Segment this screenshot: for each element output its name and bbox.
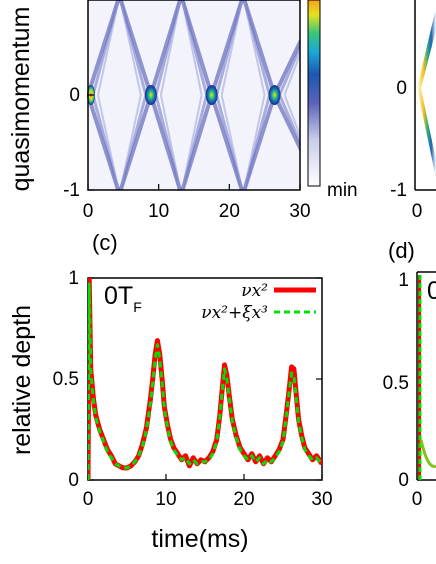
line-d-trace-tail (419, 439, 436, 468)
wave-band (118, 0, 183, 190)
heatmap-peaks (87, 85, 281, 105)
y-tick-label: 1 (398, 270, 409, 291)
heatmap-b-band-upper (417, 8, 436, 92)
x-tick-label: 10 (155, 489, 176, 510)
wave-band (180, 0, 244, 190)
x-tick-label: 10 (148, 201, 169, 222)
x-tick-label: 20 (233, 489, 254, 510)
series-line-2 (88, 282, 322, 480)
peak-blob (268, 85, 281, 105)
heatmap-panel: 0 10 20 300-1 quasimomentum (7, 0, 311, 222)
y-tick-label: 1 (68, 268, 79, 289)
x-tick-label: 0 (412, 201, 423, 222)
wave-band (181, 0, 244, 190)
y-tick-label: -1 (63, 180, 80, 201)
heatmap-panel-b: 0-10 (390, 0, 436, 222)
heatmap-b-band-lower (417, 84, 436, 178)
line-d-axes: 1 0.5 00 (383, 270, 423, 510)
line-xlabel: time(ms) (151, 525, 248, 553)
x-tick-label: 30 (311, 489, 332, 510)
y-tick-label: 0.5 (383, 373, 409, 394)
line-d-red-trace (418, 275, 421, 480)
y-tick-label: 0 (398, 470, 409, 491)
legend-label-2: νx²+ξx³ (201, 303, 268, 323)
x-tick-label: 0 (412, 489, 423, 510)
line-d-annotation: 0 (427, 277, 436, 305)
heatmap-ylabel: quasimomentum (7, 7, 35, 192)
wave-band (180, 0, 244, 190)
wave-band (97, 0, 120, 190)
x-tick-label: 0 (83, 201, 94, 222)
y-tick-label: 0 (69, 85, 80, 106)
peak-blob (144, 85, 157, 105)
line-series (88, 278, 322, 480)
y-tick-label: 0 (68, 470, 79, 491)
annotation-subscript: F (133, 299, 142, 315)
wave-band (242, 0, 300, 190)
panel-label-c: (c) (92, 230, 118, 255)
line-ylabel: relative depth (8, 305, 36, 455)
colorbar-scale (307, 0, 321, 187)
colorbar-min-label: min (327, 180, 358, 201)
legend-label-1: νx² (241, 281, 268, 301)
x-tick-label: 30 (289, 201, 310, 222)
y-tick-label: 0.5 (53, 369, 79, 390)
line-panel-d: (d) 0 10.500 (383, 238, 436, 510)
heatmap-waves (88, 0, 300, 190)
annotation-main: 0T (104, 282, 133, 310)
x-tick-label: 0 (83, 489, 94, 510)
panel-label-d: (d) (388, 238, 415, 263)
heatmap-axes: 0 10 20 300-1 (63, 85, 310, 222)
x-tick-label: 20 (219, 201, 240, 222)
y-tick-label: -1 (390, 180, 407, 201)
line-axes: 0 10 20 30 1 0.5 0 (53, 268, 333, 510)
colorbar: min (307, 0, 358, 201)
y-tick-label: 0 (396, 78, 407, 99)
peak-blob (205, 85, 218, 105)
heatmap-b-axes: 0-10 (390, 78, 422, 222)
wave-band (118, 0, 182, 190)
wave-band (119, 0, 182, 190)
annotation-period: 0TF (104, 282, 142, 315)
